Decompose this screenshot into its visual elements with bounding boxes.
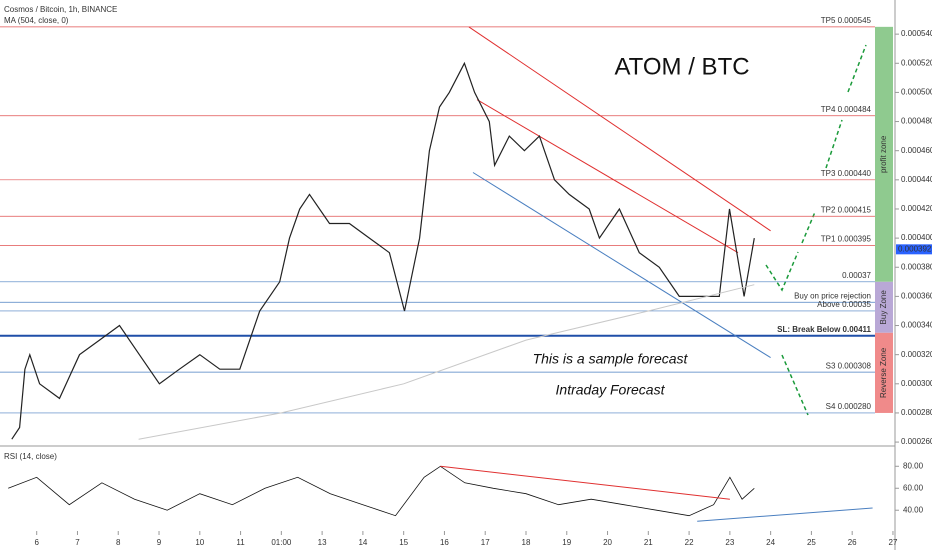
trendline xyxy=(476,99,739,254)
last-price-badge xyxy=(896,244,932,255)
zone-label: Buy Zone xyxy=(879,290,888,325)
x-tick-label: 7 xyxy=(75,538,80,547)
rsi-tick-label: 80.00 xyxy=(903,461,924,470)
x-tick-label: 11 xyxy=(236,538,245,547)
trendline xyxy=(472,172,771,359)
x-tick-label: 20 xyxy=(603,538,612,547)
x-tick-label: 24 xyxy=(766,538,775,547)
series-line xyxy=(138,284,755,440)
y-tick-label: 0.0005400 xyxy=(901,29,932,38)
rsi-line xyxy=(8,465,755,517)
forecast-arrows xyxy=(765,44,867,416)
y-tick-label: 0.0003600 xyxy=(901,292,932,301)
y-tick-label: 0.0005000 xyxy=(901,88,932,97)
rsi-tick-label: 60.00 xyxy=(903,483,924,492)
y-tick-label: 0.0003000 xyxy=(901,379,932,388)
x-tick-label: 23 xyxy=(725,538,734,547)
annotation: ATOM / BTC xyxy=(614,53,749,80)
y-tick-label: 0.0004800 xyxy=(901,117,932,126)
y-tick-label: 0.0003200 xyxy=(901,350,932,359)
level-label: TP1 0.000395 xyxy=(821,235,872,244)
x-tick-label: 15 xyxy=(399,538,408,547)
y-tick-label: 0.0004200 xyxy=(901,204,932,213)
x-tick-label: 10 xyxy=(195,538,204,547)
rsi-tick-label: 40.00 xyxy=(903,505,924,514)
y-tick-label: 0.0004400 xyxy=(901,175,932,184)
level-label: SL: Break Below 0.00411 xyxy=(777,325,871,334)
x-tick-label: 13 xyxy=(318,538,327,547)
y-tick-label: 0.0004000 xyxy=(901,233,932,242)
zone-label: Reverse Zone xyxy=(879,347,888,398)
chart-title: Cosmos / Bitcoin, 1h, BINANCE xyxy=(4,5,117,14)
last-price-label: 0.0003923 xyxy=(898,244,932,253)
x-tick-label: 01:00 xyxy=(271,538,292,547)
level-label: S4 0.000280 xyxy=(826,402,872,411)
annotation: This is a sample forecast xyxy=(533,351,689,367)
x-tick-label: 25 xyxy=(807,538,816,547)
zone-label: profit zone xyxy=(879,135,888,173)
trendline xyxy=(468,26,771,232)
x-tick-label: 8 xyxy=(116,538,121,547)
y-tick-label: 0.0003800 xyxy=(901,262,932,271)
x-tick-label: 22 xyxy=(685,538,694,547)
level-label: 0.00037 xyxy=(842,271,871,280)
ma-legend: MA (504, close, 0) xyxy=(4,16,69,25)
x-tick-label: 21 xyxy=(644,538,653,547)
zone xyxy=(875,281,893,333)
rsi-legend: RSI (14, close) xyxy=(4,452,57,461)
zone xyxy=(875,26,893,282)
x-tick-label: 6 xyxy=(34,538,39,547)
level-label: Above 0.00035 xyxy=(817,300,871,309)
y-tick-label: 0.0004600 xyxy=(901,146,932,155)
y-tick-label: 0.0003400 xyxy=(901,321,932,330)
annotation: Intraday Forecast xyxy=(556,382,666,398)
y-tick-label: 0.0005200 xyxy=(901,58,932,67)
y-tick-label: 0.0002600 xyxy=(901,437,932,446)
level-label: Buy on price rejection xyxy=(794,291,871,300)
rsi-trendline xyxy=(440,465,730,500)
x-tick-label: 9 xyxy=(157,538,162,547)
rsi-trendline xyxy=(697,507,873,522)
series-line xyxy=(11,61,755,440)
level-label: TP2 0.000415 xyxy=(821,205,872,214)
x-tick-label: 16 xyxy=(440,538,449,547)
zone xyxy=(875,332,893,413)
x-tick-label: 26 xyxy=(848,538,857,547)
level-label: TP3 0.000440 xyxy=(821,169,872,178)
x-tick-label: 27 xyxy=(889,538,898,547)
level-label: TP5 0.000545 xyxy=(821,16,872,25)
level-label: S3 0.000308 xyxy=(826,361,872,370)
x-tick-label: 17 xyxy=(481,538,490,547)
x-tick-label: 19 xyxy=(562,538,571,547)
x-tick-label: 14 xyxy=(358,538,367,547)
level-label: TP4 0.000484 xyxy=(821,105,872,114)
x-tick-label: 18 xyxy=(522,538,531,547)
